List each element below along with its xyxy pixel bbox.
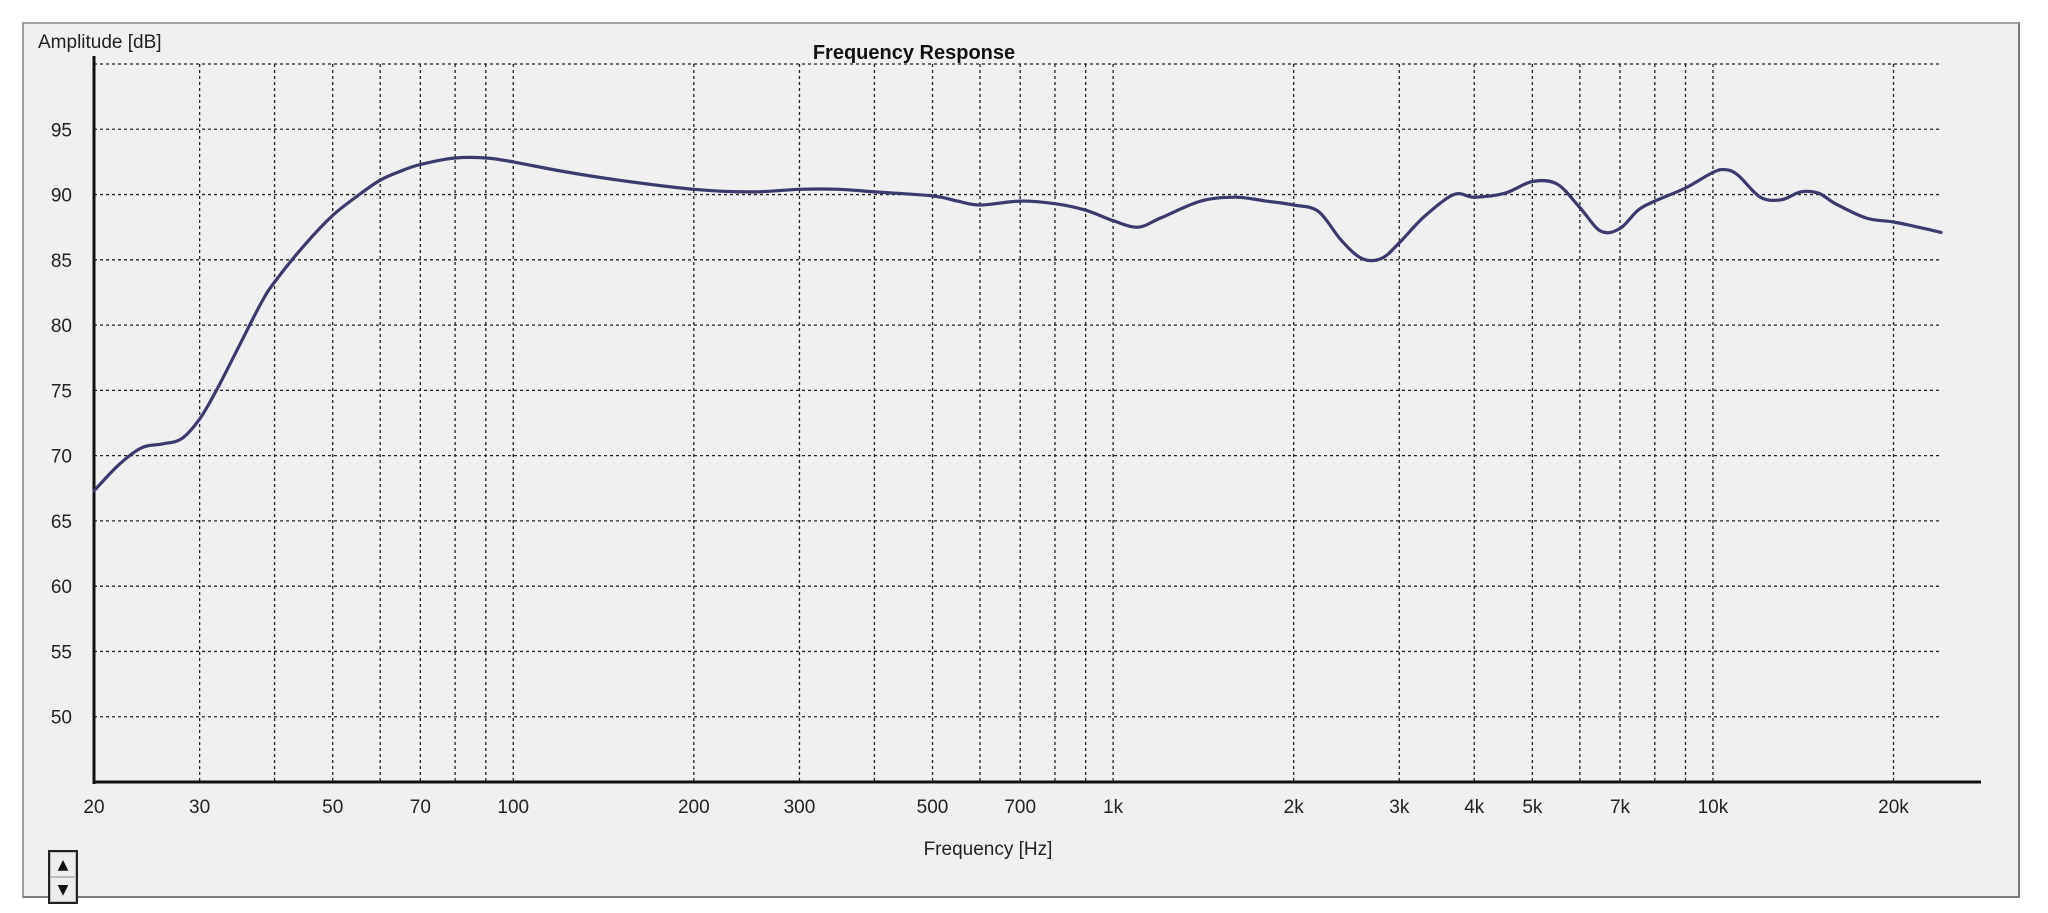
y-tick-label: 90 bbox=[51, 186, 72, 207]
x-tick-label: 3k bbox=[1389, 797, 1410, 818]
x-tick-label: 20k bbox=[1878, 797, 1909, 818]
x-tick-label: 20 bbox=[83, 797, 104, 818]
x-tick-label: 7k bbox=[1610, 797, 1631, 818]
y-tick-label: 55 bbox=[51, 642, 72, 663]
y-tick-label: 95 bbox=[51, 120, 72, 141]
chart-window: 50 55 60 65 70 75 80 85 90 95 20 30 50 70 100 200 300 500… bbox=[22, 22, 2020, 904]
y-tick-label: 75 bbox=[51, 381, 72, 402]
y-tick-label: 70 bbox=[51, 447, 72, 468]
scroll-spinner: ▲ ▼ bbox=[48, 850, 78, 904]
y-tick-label: 80 bbox=[51, 316, 72, 337]
x-axis-title: Frequency [Hz] bbox=[924, 839, 1053, 860]
y-axis-title: Amplitude [dB] bbox=[38, 32, 162, 53]
x-tick-label: 30 bbox=[189, 797, 210, 818]
x-tick-label: 5k bbox=[1522, 797, 1543, 818]
series-line bbox=[92, 155, 1943, 493]
x-tick-label: 10k bbox=[1698, 797, 1729, 818]
spin-down-button[interactable]: ▼ bbox=[50, 877, 76, 902]
y-tick-label: 85 bbox=[51, 251, 72, 272]
x-tick-label: 700 bbox=[1004, 797, 1036, 818]
x-tick-label: 2k bbox=[1284, 797, 1305, 818]
x-tick-label: 1k bbox=[1103, 797, 1124, 818]
x-tick-label: 50 bbox=[322, 797, 343, 818]
spin-up-button[interactable]: ▲ bbox=[50, 852, 76, 877]
x-tick-label: 200 bbox=[678, 797, 710, 818]
x-tick-label: 70 bbox=[410, 797, 431, 818]
x-tick-label: 500 bbox=[917, 797, 949, 818]
y-tick-label: 65 bbox=[51, 512, 72, 533]
chart-title: Frequency Response bbox=[813, 42, 1015, 64]
y-tick-label: 50 bbox=[51, 708, 72, 729]
frequency-response-chart: 50 55 60 65 70 75 80 85 90 95 20 30 50 70 100 200 300 500… bbox=[38, 32, 1981, 860]
x-tick-label: 100 bbox=[497, 797, 529, 818]
x-tick-label: 300 bbox=[784, 797, 816, 818]
y-tick-label: 60 bbox=[51, 577, 72, 598]
x-tick-label: 4k bbox=[1464, 797, 1485, 818]
